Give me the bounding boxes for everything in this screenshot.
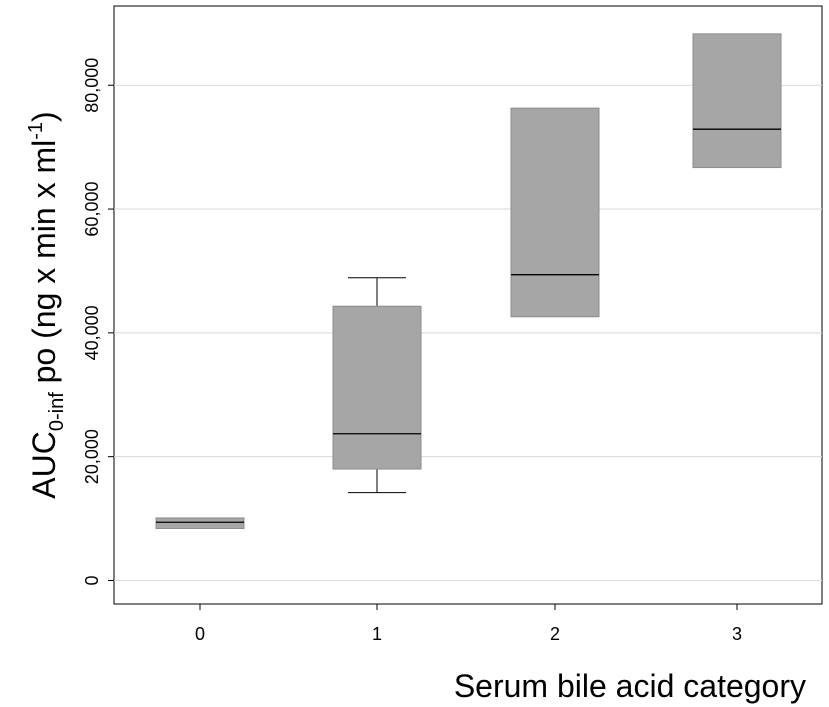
y-axis-title: AUC0-inf po (ng x min x ml-1) xyxy=(25,111,68,498)
y-axis-title-end: ) xyxy=(26,111,62,122)
boxes xyxy=(155,33,782,529)
y-tick-label: 80,000 xyxy=(82,58,102,113)
box-category-0 xyxy=(155,517,245,529)
y-axis-title-sub: 0-inf xyxy=(46,392,68,431)
box-category-2 xyxy=(510,107,600,318)
x-tick-label: 0 xyxy=(195,624,205,644)
axes xyxy=(108,84,738,610)
y-tick-label: 40,000 xyxy=(82,305,102,360)
iqr-box xyxy=(332,305,422,470)
y-axis-title-main: AUC xyxy=(26,431,62,499)
box-category-3 xyxy=(692,33,782,169)
x-tick-label: 1 xyxy=(372,624,382,644)
tick-labels: 0 20,000 40,000 60,000 80,000 0 1 2 3 xyxy=(82,58,742,644)
y-tick-label: 60,000 xyxy=(82,182,102,237)
y-axis-title-sup: -1 xyxy=(25,122,47,140)
y-tick-label: 0 xyxy=(82,575,102,585)
x-axis-title: Serum bile acid category xyxy=(454,668,806,704)
x-tick-label: 3 xyxy=(732,624,742,644)
box-category-1 xyxy=(332,277,422,494)
iqr-box xyxy=(155,517,245,529)
iqr-box xyxy=(692,33,782,169)
y-axis-title-middle: po (ng x min x ml xyxy=(26,140,62,393)
x-tick-label: 2 xyxy=(550,624,560,644)
iqr-box xyxy=(510,107,600,318)
y-tick-label: 20,000 xyxy=(82,429,102,484)
